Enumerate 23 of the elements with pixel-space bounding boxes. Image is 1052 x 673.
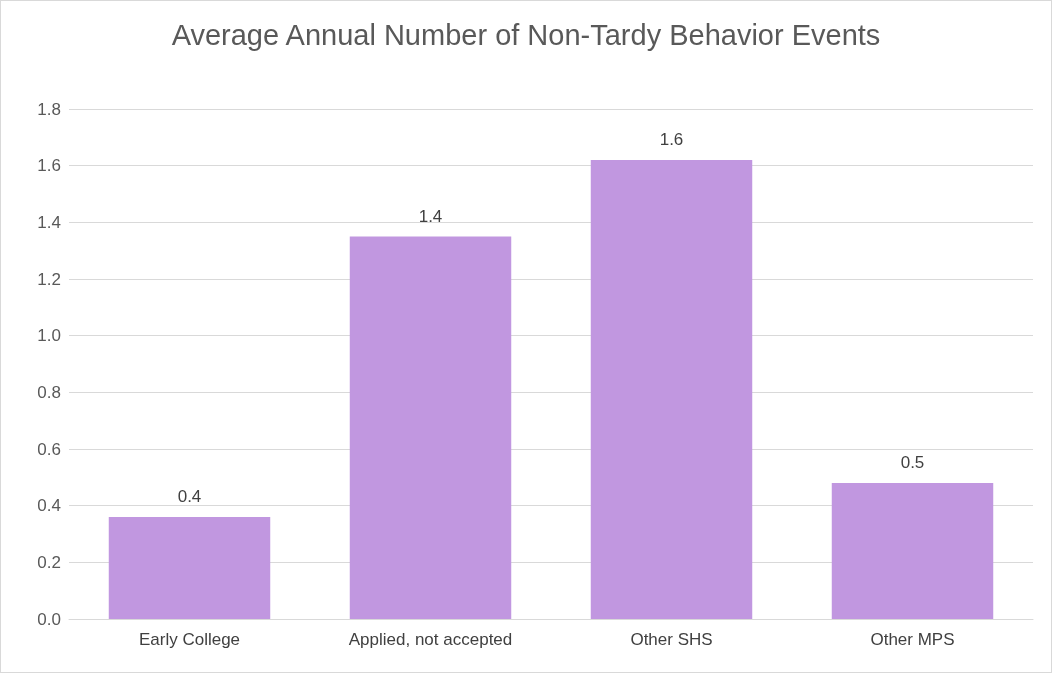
- y-tick-label: 1.0: [37, 326, 61, 346]
- y-tick-label: 1.2: [37, 269, 61, 289]
- x-tick-label: Applied, not accepted: [348, 630, 513, 649]
- y-tick-label: 0.4: [37, 496, 61, 516]
- bar: [831, 483, 994, 619]
- bar: [108, 517, 271, 619]
- x-tick-label: Other SHS: [630, 630, 713, 649]
- y-tick-label: 1.8: [37, 99, 61, 119]
- data-label: 0.4: [177, 487, 202, 506]
- data-label: 0.5: [900, 453, 925, 472]
- x-tick-label: Other MPS: [870, 630, 955, 649]
- y-tick-label: 0.0: [37, 609, 61, 629]
- x-tick-label: Early College: [138, 630, 241, 649]
- chart-title: Average Annual Number of Non-Tardy Behavior Events: [171, 18, 881, 51]
- y-tick-label: 1.6: [37, 156, 61, 176]
- data-label: 1.6: [659, 130, 684, 149]
- y-tick-label: 1.4: [37, 212, 61, 232]
- data-label: 1.4: [418, 206, 443, 226]
- bar: [590, 160, 753, 619]
- y-tick-label: 0.2: [37, 552, 61, 572]
- bar: [349, 236, 512, 619]
- y-tick-label: 0.8: [37, 382, 61, 402]
- y-tick-label: 0.6: [37, 439, 61, 459]
